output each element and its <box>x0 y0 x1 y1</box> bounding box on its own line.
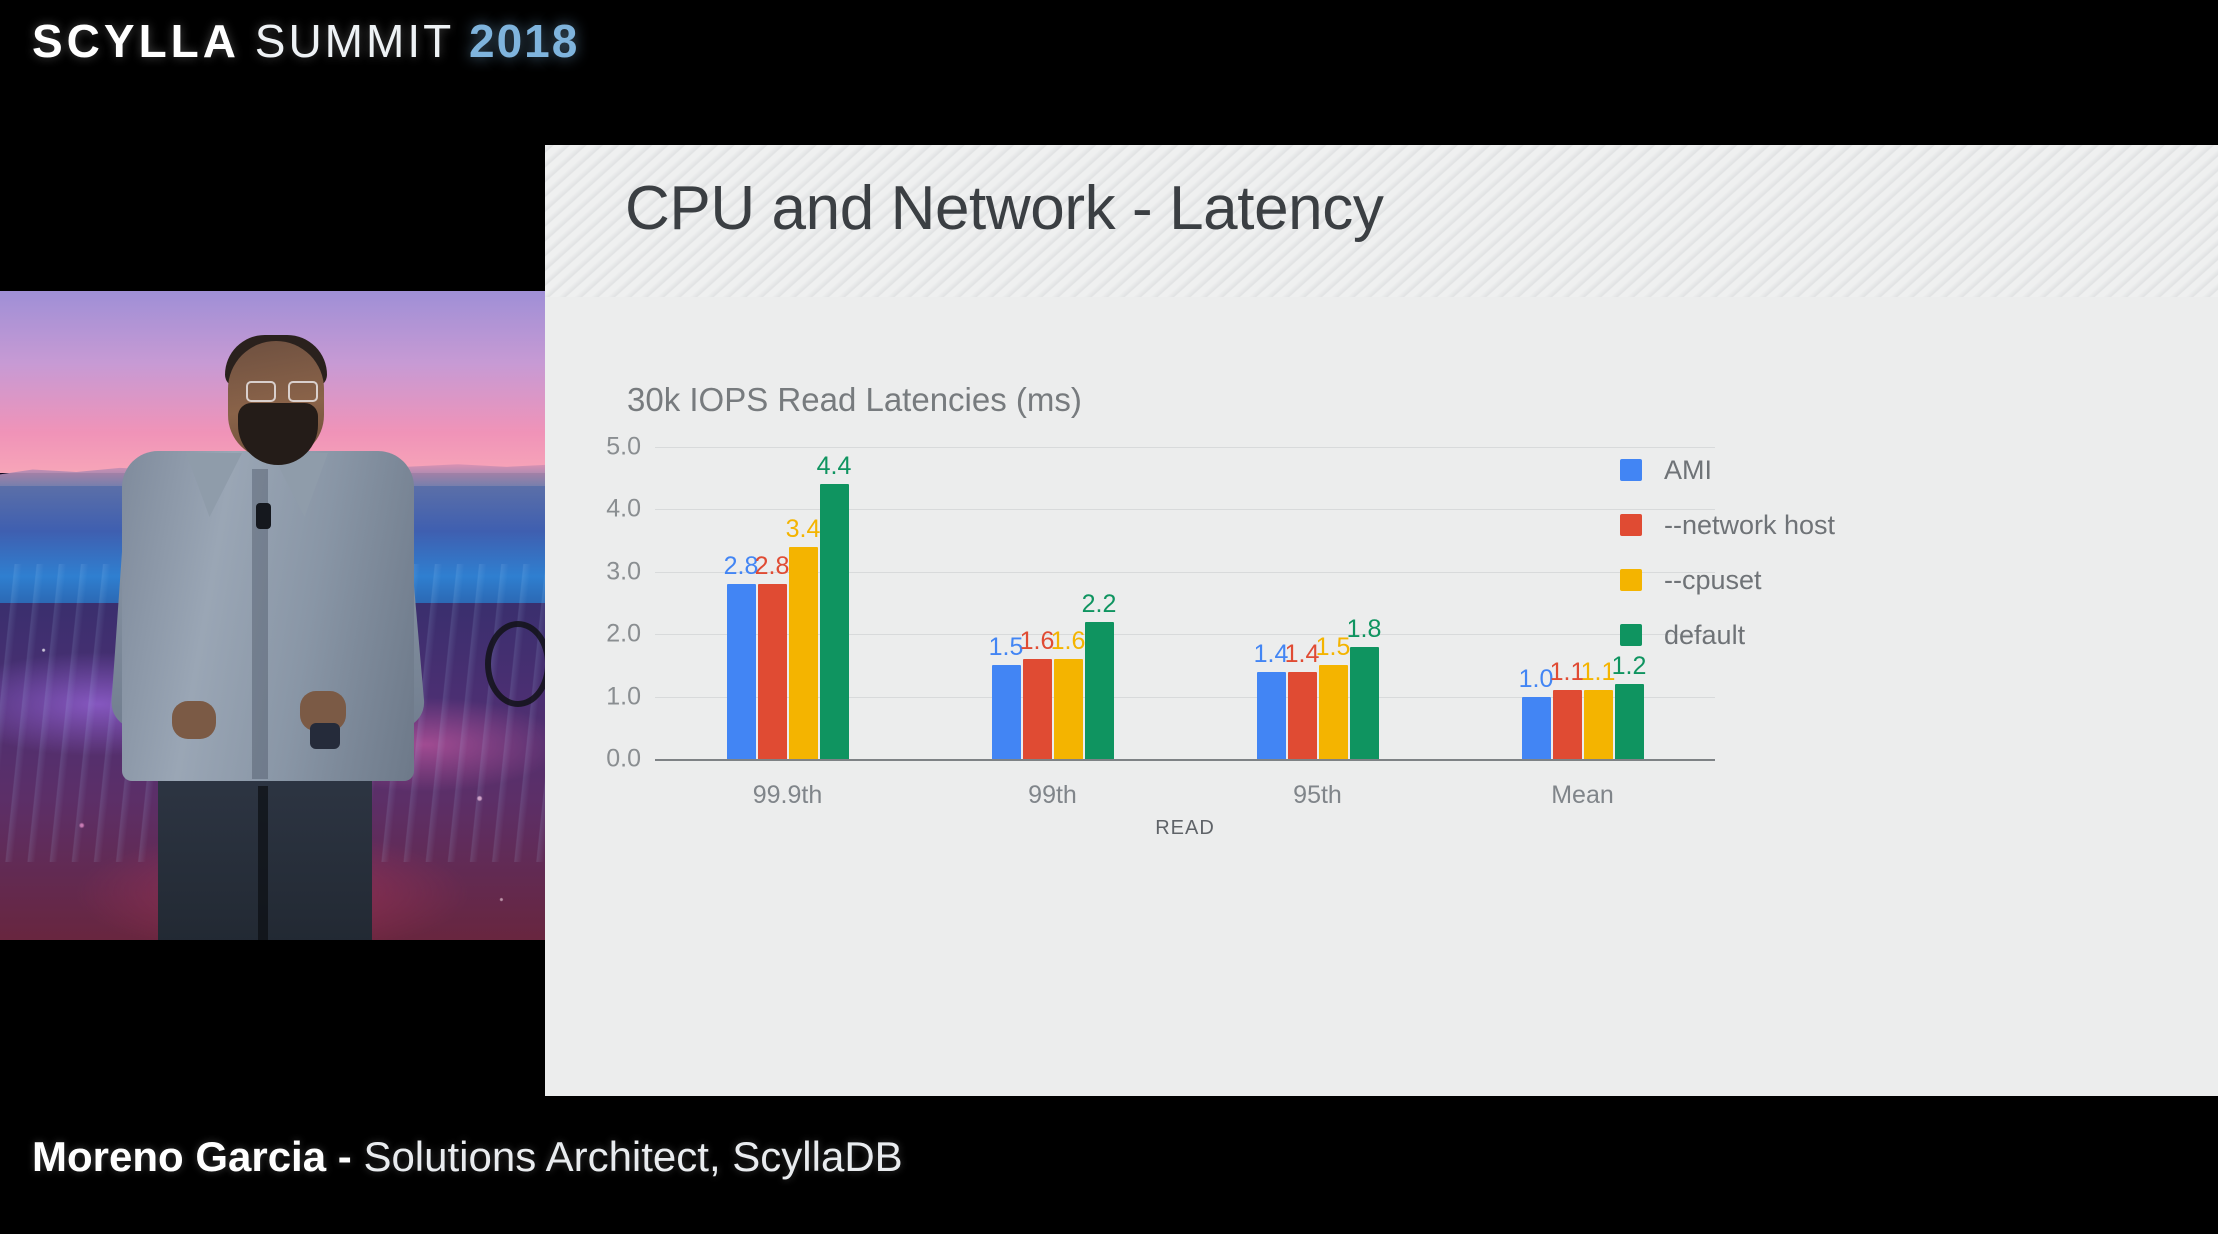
speaker-video-feed <box>0 291 545 940</box>
caption-separator: - <box>337 1133 352 1180</box>
bars-layer: 2.8 2.8 3.4 4.4 99.9th 1.5 1.6 1.6 2.2 99th 1.4 1.4… <box>655 447 1715 809</box>
x-axis-category-label: 99th <box>1028 781 1077 809</box>
speaker-beard <box>238 403 318 465</box>
bar-value-label: 1.1 <box>1549 658 1585 687</box>
legend-label: default <box>1664 619 1746 650</box>
slide-title: CPU and Network - Latency <box>625 174 1384 243</box>
legend-label: AMI <box>1664 454 1713 485</box>
gridline <box>655 447 1715 448</box>
legend-item-default[interactable]: default <box>1620 617 2100 653</box>
bar-value-label: 1.5 <box>988 633 1024 662</box>
chart-legend: AMI --network host --cpuset default <box>1620 452 2100 672</box>
bar-default[interactable]: 2.2 <box>1082 591 1116 759</box>
chart-container: 30k IOPS Read Latencies (ms) 0.0 1.0 2.0 3.… <box>545 297 2218 1096</box>
speaker-leg-gap <box>258 786 268 940</box>
bar-value-label: 1.5 <box>1315 633 1351 662</box>
bar-value-label: 1.0 <box>1518 664 1554 693</box>
eyeglasses-icon <box>246 381 318 402</box>
bar-value-label: 3.4 <box>785 514 821 543</box>
bar-group: 1.0 1.1 1.1 1.2 Mean <box>1450 447 1715 809</box>
legend-swatch-icon <box>1620 569 1642 591</box>
bar-cpuset[interactable]: 1.6 <box>1051 629 1085 759</box>
y-axis-tick-label: 3.0 <box>606 557 641 586</box>
speaker-role: Solutions Architect, ScyllaDB <box>363 1133 903 1180</box>
bar-value-label: 1.6 <box>1019 627 1055 656</box>
speaker-name: Moreno Garcia <box>32 1133 327 1180</box>
bar-ami[interactable]: 2.8 <box>724 554 758 759</box>
legend-swatch-icon <box>1620 624 1642 646</box>
bar-value-label: 1.6 <box>1050 627 1086 656</box>
bar-value-label: 2.8 <box>723 552 759 581</box>
legend-label: --cpuset <box>1664 564 1762 595</box>
bar-group: 1.4 1.4 1.5 1.8 95th <box>1185 447 1450 809</box>
speaker-hand-left <box>172 701 216 739</box>
bar-value-label: 4.4 <box>816 452 852 481</box>
bar-network-host[interactable]: 1.6 <box>1020 629 1054 759</box>
chart-plot-area: 0.0 1.0 2.0 3.0 4.0 5.0 2.8 2.8 3.4 4.4 99.9th 1.5 1… <box>606 433 1715 809</box>
x-axis-category-label: Mean <box>1551 781 1614 809</box>
legend-label: --network host <box>1664 509 1836 540</box>
gridline <box>655 696 1715 698</box>
x-axis-category-label: 99.9th <box>752 781 823 809</box>
y-axis-tick-label: 4.0 <box>606 494 641 523</box>
stage-prop-ring <box>485 621 545 707</box>
bar-ami[interactable]: 1.0 <box>1519 666 1553 759</box>
lapel-microphone <box>256 503 271 529</box>
speaker-shirt-placket <box>252 469 268 779</box>
slide-header-band: CPU and Network - Latency <box>545 145 2218 297</box>
bar-default[interactable]: 1.8 <box>1347 616 1381 759</box>
bar-cpuset[interactable]: 3.4 <box>786 516 820 759</box>
bar-value-label: 1.8 <box>1346 614 1382 643</box>
presentation-slide: CPU and Network - Latency 30k IOPS Read … <box>545 145 2218 1096</box>
bar-cpuset[interactable]: 1.1 <box>1581 660 1615 759</box>
legend-swatch-icon <box>1620 459 1642 481</box>
x-axis-label: READ <box>1155 817 1215 839</box>
bar-ami[interactable]: 1.5 <box>989 635 1023 759</box>
bar-group: 2.8 2.8 3.4 4.4 99.9th <box>655 447 920 809</box>
legend-swatch-icon <box>1620 514 1642 536</box>
legend-item-cpuset[interactable]: --cpuset <box>1620 562 2100 598</box>
bar-value-label: 2.8 <box>754 552 790 581</box>
legend-item-ami[interactable]: AMI <box>1620 452 2100 488</box>
speaker-torso-shirt <box>122 451 414 781</box>
bar-cpuset[interactable]: 1.5 <box>1316 635 1350 759</box>
bar-value-label: 1.4 <box>1284 639 1320 668</box>
x-axis-category-label: 95th <box>1293 781 1342 809</box>
bar-default[interactable]: 1.2 <box>1612 654 1646 759</box>
brand-summit-text: SUMMIT <box>254 15 455 67</box>
y-axis-tick-label: 5.0 <box>606 432 641 461</box>
chart-title: 30k IOPS Read Latencies (ms) <box>627 381 1082 418</box>
bar-value-label: 1.1 <box>1580 658 1616 687</box>
bar-value-label: 2.2 <box>1081 589 1117 618</box>
y-axis-tick-label: 1.0 <box>606 682 641 711</box>
gridline <box>655 571 1715 573</box>
bar-network-host[interactable]: 2.8 <box>755 554 789 759</box>
bar-default[interactable]: 4.4 <box>817 454 851 759</box>
conference-branding: SCYLLA SUMMIT 2018 <box>32 18 579 64</box>
bar-value-label: 1.2 <box>1611 652 1647 681</box>
gridline <box>655 634 1715 636</box>
bar-network-host[interactable]: 1.4 <box>1285 641 1319 759</box>
bar-ami[interactable]: 1.4 <box>1254 641 1288 759</box>
speaker-caption: Moreno Garcia - Solutions Architect, Scy… <box>32 1136 903 1178</box>
y-axis-tick-label: 2.0 <box>606 619 641 648</box>
bar-network-host[interactable]: 1.1 <box>1550 660 1584 759</box>
presentation-clicker <box>310 723 340 749</box>
bar-group: 1.5 1.6 1.6 2.2 99th <box>920 447 1185 809</box>
gridline <box>655 509 1715 511</box>
gridline <box>655 759 1715 761</box>
bar-value-label: 1.4 <box>1253 639 1289 668</box>
legend-item-network-host[interactable]: --network host <box>1620 507 2100 543</box>
y-axis-tick-label: 0.0 <box>606 744 641 773</box>
brand-scylla-text: SCYLLA <box>32 15 240 67</box>
brand-year-text: 2018 <box>468 15 580 67</box>
